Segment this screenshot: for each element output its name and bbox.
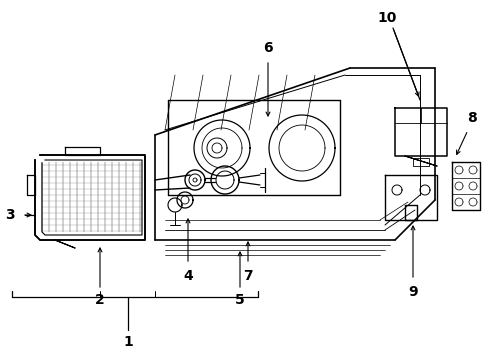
Text: 7: 7 xyxy=(243,269,253,283)
Text: 1: 1 xyxy=(123,335,133,349)
Text: 8: 8 xyxy=(467,111,477,125)
Text: 2: 2 xyxy=(95,293,105,307)
Text: 6: 6 xyxy=(263,41,273,55)
Text: 3: 3 xyxy=(5,208,15,222)
Text: 9: 9 xyxy=(408,285,418,299)
Text: 4: 4 xyxy=(183,269,193,283)
Text: 5: 5 xyxy=(235,293,245,307)
Text: 10: 10 xyxy=(377,11,397,25)
